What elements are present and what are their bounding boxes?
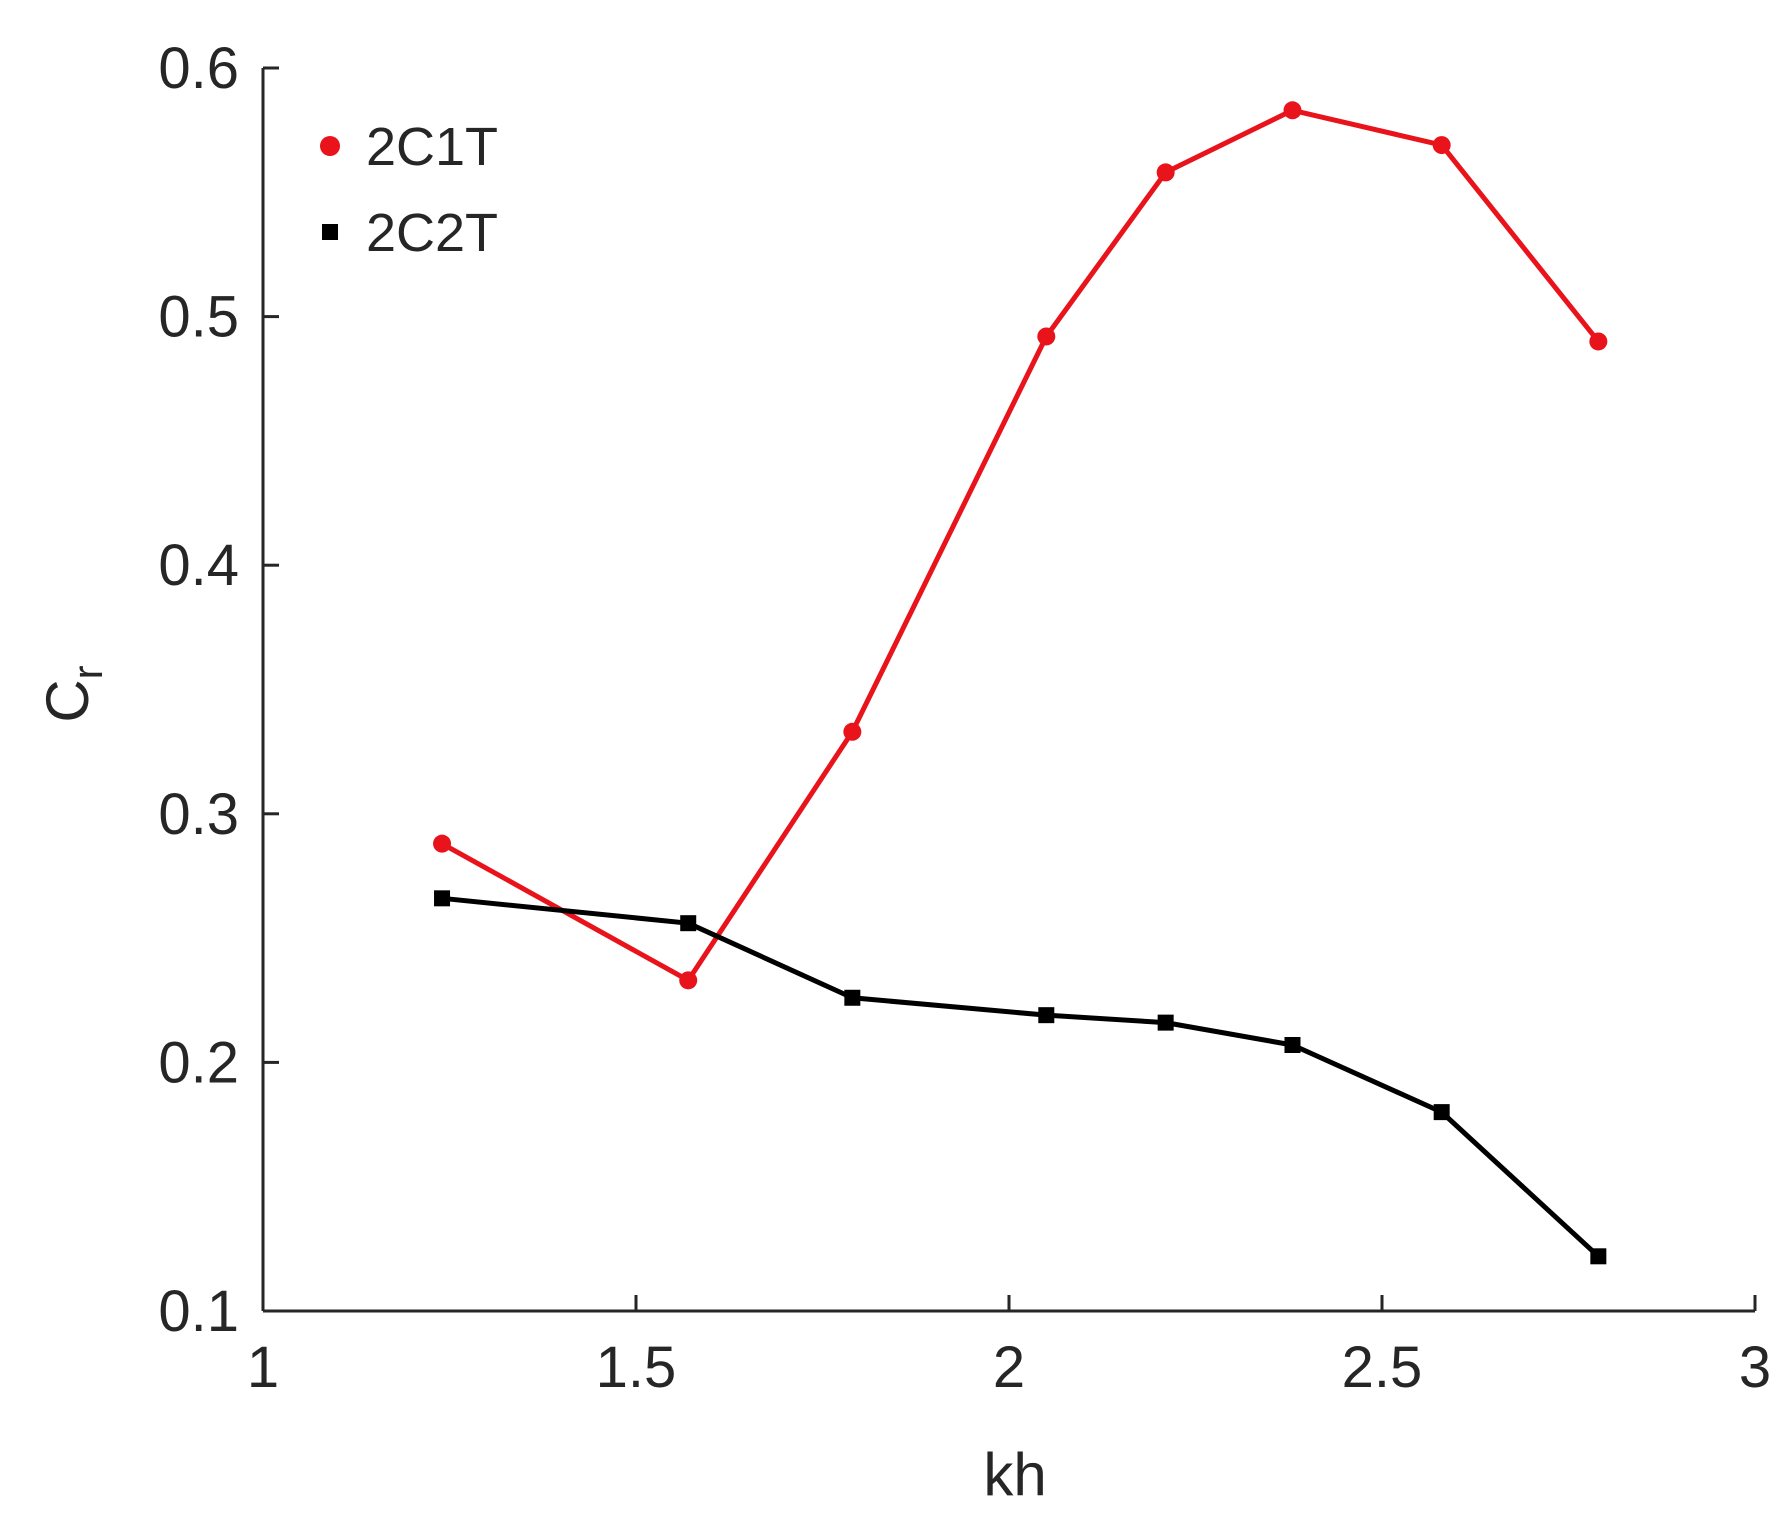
data-point bbox=[1432, 136, 1451, 155]
data-point bbox=[843, 722, 862, 741]
data-point bbox=[1284, 1036, 1301, 1053]
x-ticks: 1 1.5 2 2.5 3 bbox=[247, 1295, 1771, 1400]
legend-label: 2C2T bbox=[366, 203, 498, 263]
legend-label: 2C1T bbox=[366, 117, 498, 177]
series-2c1t bbox=[433, 101, 1608, 990]
x-tick-label: 1 bbox=[247, 1335, 279, 1400]
x-tick-label: 1.5 bbox=[596, 1335, 677, 1400]
data-point bbox=[680, 915, 697, 932]
x-tick-label: 3 bbox=[1739, 1335, 1771, 1400]
data-point bbox=[1283, 101, 1302, 120]
x-axis-label: kh bbox=[983, 1441, 1046, 1508]
legend-marker-circle bbox=[320, 136, 340, 156]
y-axis-label-main: C bbox=[34, 679, 101, 722]
y-tick-label: 0.4 bbox=[158, 533, 239, 598]
series-line-2c1t bbox=[440, 107, 1601, 983]
x-tick-label: 2 bbox=[993, 1335, 1025, 1400]
y-tick-label: 0.6 bbox=[158, 36, 239, 101]
y-tick-label: 0.3 bbox=[158, 782, 239, 847]
data-point bbox=[434, 890, 451, 907]
y-tick-label: 0.5 bbox=[158, 285, 239, 350]
legend: 2C1T 2C2T bbox=[320, 117, 498, 263]
data-point bbox=[433, 834, 452, 853]
data-point bbox=[1038, 1007, 1055, 1024]
y-tick-label: 0.2 bbox=[158, 1030, 239, 1095]
legend-marker-square bbox=[322, 224, 338, 240]
series-layer bbox=[433, 101, 1608, 1265]
data-point bbox=[1037, 327, 1056, 346]
data-point bbox=[1433, 1104, 1450, 1121]
data-point bbox=[1156, 163, 1175, 182]
y-axis-label-subscript: r bbox=[64, 665, 111, 679]
data-point bbox=[1157, 1014, 1174, 1031]
series-line-2c2t bbox=[441, 895, 1601, 1259]
series-2c2t bbox=[434, 890, 1607, 1265]
y-tick-label: 0.1 bbox=[158, 1279, 239, 1344]
data-point bbox=[1590, 1248, 1607, 1265]
y-axis-label: Cr bbox=[34, 665, 111, 722]
data-point bbox=[679, 971, 698, 990]
data-point bbox=[1589, 332, 1608, 351]
x-tick-label: 2.5 bbox=[1342, 1335, 1423, 1400]
data-point bbox=[844, 989, 861, 1006]
y-ticks: 0.1 0.2 0.3 0.4 0.5 0.6 bbox=[158, 36, 279, 1344]
